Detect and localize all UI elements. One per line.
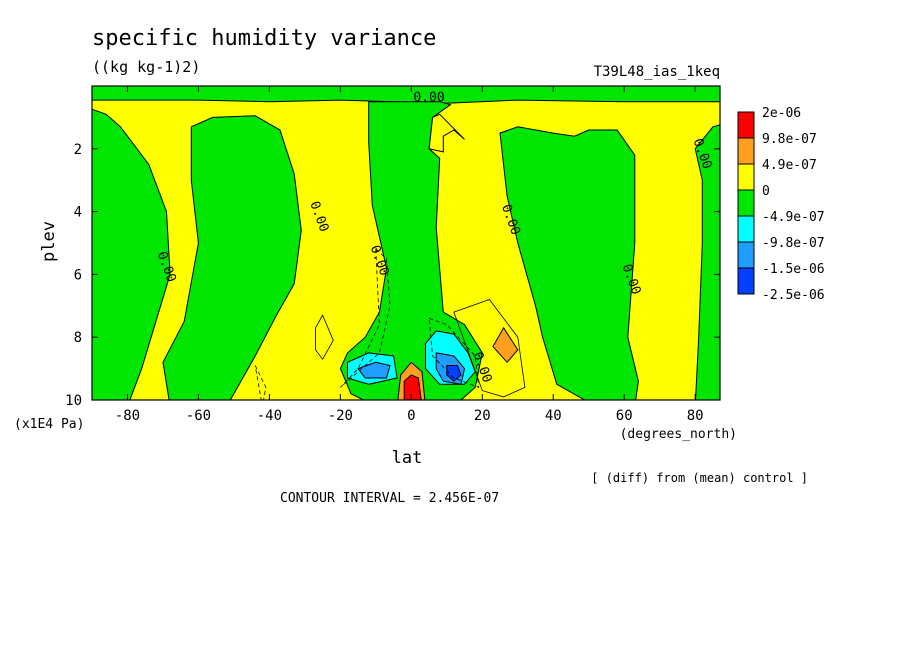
region-yellow-tropical-notch xyxy=(428,113,465,153)
field-regions xyxy=(92,86,720,400)
legend-label: -1.5e-06 xyxy=(762,262,825,277)
legend-swatch xyxy=(737,137,755,165)
contour-lines xyxy=(254,248,526,400)
region-orange-north xyxy=(492,326,519,364)
contour-interval: CONTOUR INTERVAL = 2.456E-07 xyxy=(280,491,499,506)
legend-label: -4.9e-07 xyxy=(762,210,825,225)
contour-dashed-0 xyxy=(340,248,391,388)
region-green-north-polar xyxy=(694,124,720,400)
x-tick-label: 60 xyxy=(616,408,633,424)
region-lightblue-south xyxy=(357,361,391,379)
legend-swatch xyxy=(737,267,755,295)
legend-swatch xyxy=(737,241,755,269)
y-tick-label: 10 xyxy=(65,393,82,409)
region-red-equator xyxy=(403,374,422,400)
plot-frame xyxy=(91,85,721,401)
legend-swatch xyxy=(737,215,755,243)
legend-swatch xyxy=(737,189,755,217)
y-axis-ticks: 2 4 6 8 10 xyxy=(65,142,720,409)
x-axis-label: lat xyxy=(392,448,423,468)
run-label: T39L48_ias_1keq xyxy=(594,64,720,80)
legend-label: 2e-06 xyxy=(762,106,801,121)
y-tick-label: 8 xyxy=(74,330,82,346)
region-blue-north xyxy=(446,365,462,382)
x-tick-label: -80 xyxy=(115,408,140,424)
region-green-north-column xyxy=(499,126,639,400)
x-tick-label: -20 xyxy=(328,408,353,424)
legend-label: 9.8e-07 xyxy=(762,132,817,147)
chart-units: ((kg kg-1)2) xyxy=(92,58,200,76)
legend-swatch xyxy=(737,163,755,191)
plot-area xyxy=(92,86,720,400)
x-tick-label: 80 xyxy=(687,408,704,424)
region-green-south-column xyxy=(162,115,302,400)
x-tick-label: -60 xyxy=(186,408,211,424)
contour-solid-0 xyxy=(315,314,334,360)
diff-note: [ (diff) from (mean) control ] xyxy=(591,471,808,485)
legend-label: 0 xyxy=(762,184,770,199)
contour-solid-1 xyxy=(453,299,526,398)
x-tick-label: -40 xyxy=(257,408,282,424)
x-tick-label: 20 xyxy=(474,408,491,424)
x-axis-units: (degrees_north) xyxy=(620,427,737,442)
color-legend: 2e-06 9.8e-07 4.9e-07 0 -4.9e-07 -9.8e-07 -1.5… xyxy=(737,106,825,303)
x-tick-label: 40 xyxy=(545,408,562,424)
legend-label: -2.5e-06 xyxy=(762,288,825,303)
y-tick-label: 2 xyxy=(74,142,82,158)
contour-dashed-2 xyxy=(254,365,267,400)
y-tick-label: 6 xyxy=(74,267,82,283)
x-tick-label: 0 xyxy=(407,408,415,424)
y-axis-label: plev xyxy=(39,221,59,262)
x-axis-ticks: -80 -60 -40 -20 0 20 40 60 80 xyxy=(115,86,704,424)
y-axis-units: (x1E4 Pa) xyxy=(14,417,84,432)
contour-label: 0.00 xyxy=(413,91,444,106)
legend-swatch xyxy=(737,111,755,139)
contour-dashed-1 xyxy=(428,317,480,389)
region-green-south-polar xyxy=(92,108,171,400)
chart-title: specific humidity variance xyxy=(92,26,436,51)
y-tick-label: 4 xyxy=(74,205,82,221)
legend-label: 4.9e-07 xyxy=(762,158,817,173)
legend-label: -9.8e-07 xyxy=(762,236,825,251)
